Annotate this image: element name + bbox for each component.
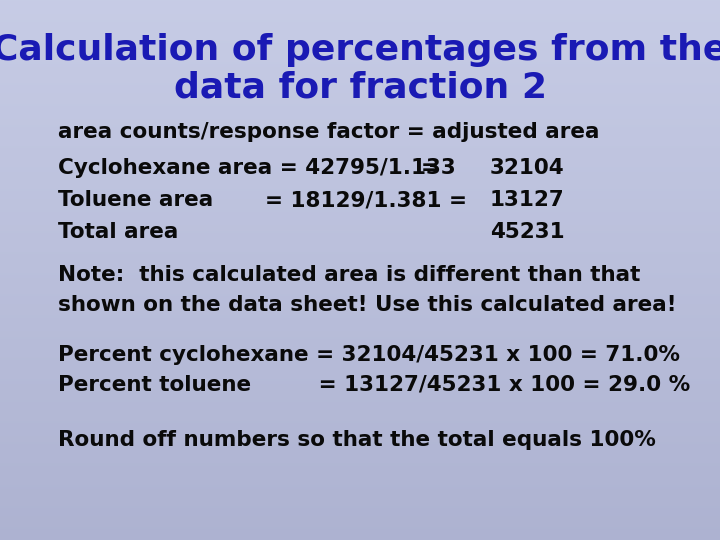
Text: Cyclohexane area = 42795/1.133: Cyclohexane area = 42795/1.133: [58, 158, 456, 178]
Text: Round off numbers so that the total equals 100%: Round off numbers so that the total equa…: [58, 430, 656, 450]
Text: Percent cyclohexane = 32104/45231 x 100 = 71.0%: Percent cyclohexane = 32104/45231 x 100 …: [58, 345, 680, 365]
Text: data for fraction 2: data for fraction 2: [174, 71, 546, 105]
Text: = 18129/1.381 =: = 18129/1.381 =: [265, 190, 467, 210]
Text: 32104: 32104: [490, 158, 564, 178]
Text: 13127: 13127: [490, 190, 564, 210]
Text: Toluene area: Toluene area: [58, 190, 213, 210]
Text: Calculation of percentages from the: Calculation of percentages from the: [0, 33, 720, 67]
Text: 45231: 45231: [490, 222, 564, 242]
Text: =: =: [421, 158, 439, 178]
Text: Percent toluene         = 13127/45231 x 100 = 29.0 %: Percent toluene = 13127/45231 x 100 = 29…: [58, 375, 690, 395]
Text: Note:  this calculated area is different than that: Note: this calculated area is different …: [58, 265, 640, 285]
Text: area counts/response factor = adjusted area: area counts/response factor = adjusted a…: [58, 122, 600, 142]
Text: Total area: Total area: [58, 222, 179, 242]
Text: shown on the data sheet! Use this calculated area!: shown on the data sheet! Use this calcul…: [58, 295, 677, 315]
